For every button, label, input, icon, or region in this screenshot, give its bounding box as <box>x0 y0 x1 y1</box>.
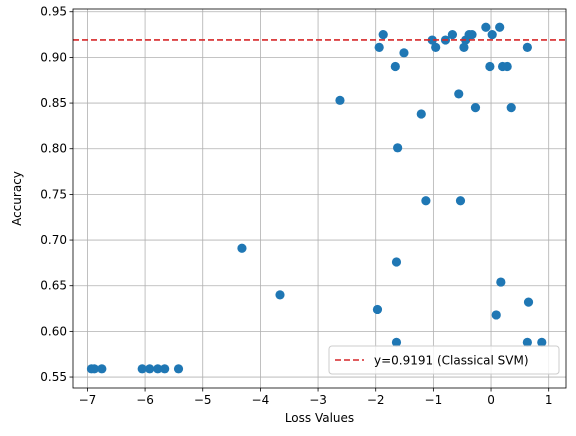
x-tick-label: −5 <box>194 393 212 407</box>
data-point <box>431 42 441 52</box>
x-tick-label: 0 <box>487 393 495 407</box>
data-point <box>522 337 532 347</box>
plot-frame <box>72 8 567 389</box>
data-point <box>454 89 464 99</box>
y-tick-label: 0.95 <box>40 5 67 19</box>
data-point <box>374 42 384 52</box>
data-point <box>237 243 247 253</box>
data-point <box>89 364 99 374</box>
data-point <box>378 29 388 40</box>
data-point <box>416 109 426 119</box>
data-point <box>487 29 497 40</box>
data-point <box>173 364 184 374</box>
legend: y=0.9191 (Classical SVM) <box>328 345 560 375</box>
legend-box <box>328 345 560 375</box>
y-tick-label: 0.65 <box>40 279 67 293</box>
data-point <box>491 310 501 320</box>
data-points <box>86 22 547 374</box>
data-point <box>467 29 477 40</box>
data-point <box>427 35 437 45</box>
y-tick-label: 0.70 <box>40 233 67 247</box>
y-tick-label: 0.80 <box>40 142 67 156</box>
x-axis-label: Loss Values <box>285 411 354 425</box>
x-tick-label: −7 <box>79 393 97 407</box>
data-point <box>502 61 512 72</box>
data-point <box>153 364 163 374</box>
y-tick-label: 0.85 <box>40 96 67 110</box>
data-point <box>391 337 402 347</box>
x-tick-label: −2 <box>367 393 385 407</box>
data-point <box>485 61 495 72</box>
x-tick-label: −4 <box>252 393 270 407</box>
x-tick-label: −6 <box>136 393 154 407</box>
data-point <box>393 143 403 153</box>
data-point <box>495 22 505 32</box>
data-point <box>335 95 345 105</box>
data-point <box>522 42 532 52</box>
data-point <box>97 364 107 374</box>
x-axis-ticks: −7 −6 −5 −4 −3 −2 −1 0 1 <box>79 388 553 407</box>
data-point <box>390 61 400 72</box>
data-point <box>459 42 469 52</box>
data-point <box>537 337 547 347</box>
data-point <box>470 103 481 113</box>
data-point <box>145 364 155 374</box>
x-tick-label: −3 <box>309 393 327 407</box>
data-point <box>447 29 458 40</box>
data-point <box>481 22 491 32</box>
legend-label: y=0.9191 (Classical SVM) <box>374 354 529 368</box>
data-point <box>523 297 534 307</box>
y-tick-label: 0.60 <box>40 324 67 338</box>
y-tick-label: 0.75 <box>40 187 67 201</box>
data-point <box>137 364 147 374</box>
y-axis-label: Accuracy <box>10 171 24 226</box>
data-point <box>391 257 402 267</box>
grid <box>73 9 566 388</box>
data-point <box>372 304 383 315</box>
data-point <box>160 364 170 374</box>
y-tick-label: 0.90 <box>40 50 67 64</box>
data-point <box>275 290 285 300</box>
data-point <box>399 48 409 58</box>
y-axis-ticks: 0.55 0.60 0.65 0.70 0.75 0.80 0.85 0.90 0.95 <box>40 5 73 384</box>
x-tick-label: 1 <box>545 393 553 407</box>
y-tick-label: 0.55 <box>40 370 67 384</box>
data-point <box>496 277 506 287</box>
x-tick-label: −1 <box>425 393 443 407</box>
data-point <box>421 196 431 206</box>
data-point <box>506 103 516 113</box>
data-point <box>455 196 466 206</box>
